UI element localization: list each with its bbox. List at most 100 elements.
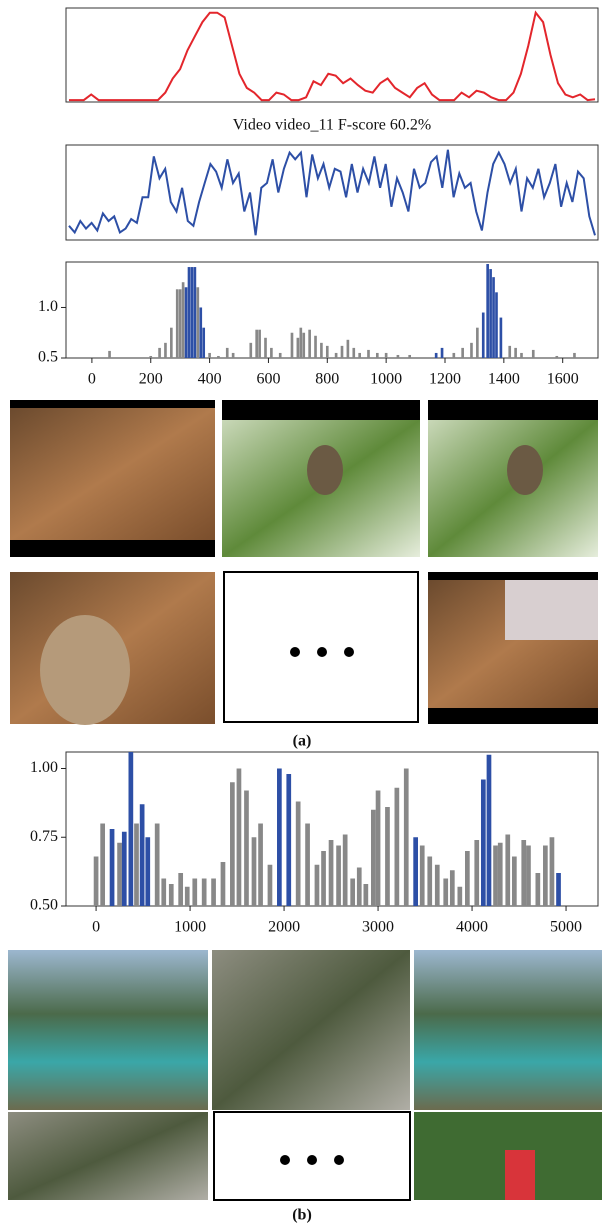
bar	[434, 864, 440, 906]
bar	[493, 845, 498, 906]
panel-a-images	[10, 400, 598, 725]
x-tick-label: 1400	[488, 371, 520, 388]
bar	[526, 845, 531, 906]
x-tick-label: 4000	[456, 919, 488, 936]
bar	[305, 823, 310, 906]
bar	[481, 312, 485, 358]
bar	[184, 886, 190, 906]
bar	[196, 287, 200, 358]
bar	[495, 292, 498, 358]
x-tick-label: 2000	[268, 919, 300, 936]
x-tick-label: 3000	[362, 919, 394, 936]
panel-label: (a)	[293, 733, 312, 750]
bar	[164, 342, 167, 358]
bar	[178, 289, 182, 358]
bar	[187, 267, 191, 358]
bar	[320, 342, 323, 358]
bar	[149, 355, 153, 358]
x-tick-label: 1200	[429, 371, 461, 388]
ellipsis-dot	[280, 1155, 290, 1165]
axes-frame	[65, 261, 599, 359]
x-tick-label: 5000	[550, 919, 582, 936]
bar	[520, 352, 523, 358]
bar	[325, 345, 329, 358]
bar	[427, 856, 433, 906]
bar	[535, 873, 541, 906]
bar	[178, 873, 184, 906]
bar	[334, 352, 338, 358]
ellipsis-dot	[344, 647, 354, 657]
bar	[521, 840, 527, 906]
x-tick-label: 1000	[174, 919, 206, 936]
bar	[434, 352, 438, 358]
bar	[270, 347, 273, 358]
bar	[314, 864, 320, 906]
bar	[296, 337, 300, 358]
bar	[202, 327, 206, 358]
frame-detail	[507, 445, 543, 495]
frame-image	[8, 1112, 208, 1200]
bar	[290, 332, 294, 358]
bar	[190, 267, 194, 358]
bar	[375, 790, 381, 906]
bar	[249, 342, 253, 358]
bar	[350, 878, 356, 906]
bar	[363, 884, 369, 906]
bar	[457, 886, 463, 906]
y-tick-label: 1.00	[30, 759, 58, 776]
x-tick-label: 200	[139, 371, 163, 388]
bar	[356, 867, 362, 906]
ellipsis-dot	[317, 647, 327, 657]
x-tick-label: 1000	[370, 371, 402, 388]
bar	[486, 264, 489, 358]
bar	[394, 787, 400, 906]
bar	[170, 327, 173, 358]
bar	[452, 352, 456, 358]
bar	[208, 352, 211, 358]
y-tick-label: 1.0	[38, 298, 58, 315]
bar	[108, 350, 111, 358]
bar	[109, 829, 115, 906]
bar	[302, 332, 306, 358]
bar	[321, 851, 326, 906]
bar	[543, 845, 548, 906]
bar	[514, 347, 517, 358]
bar	[314, 335, 317, 358]
bar	[470, 342, 473, 358]
bar	[100, 823, 106, 906]
bar	[193, 267, 197, 358]
bar	[555, 355, 559, 358]
bar	[385, 807, 390, 906]
axes-frame	[65, 7, 599, 103]
frame-detail	[307, 445, 343, 495]
bar	[244, 790, 249, 906]
bar	[497, 842, 503, 906]
bar	[480, 779, 486, 906]
frame-image	[212, 950, 410, 1110]
y-tick-label: 0.5	[38, 349, 58, 366]
frame-image	[414, 950, 602, 1110]
x-tick-label: 600	[256, 371, 280, 388]
frame-detail	[505, 1150, 535, 1200]
bar	[145, 837, 151, 906]
bar	[371, 809, 376, 906]
bar	[278, 352, 282, 358]
bar	[328, 840, 334, 906]
bar	[295, 801, 301, 906]
bar	[251, 837, 257, 906]
bar	[492, 277, 495, 358]
line-series	[68, 149, 596, 236]
frame-image	[10, 408, 215, 540]
frame-image	[8, 950, 208, 1110]
bar	[117, 842, 122, 906]
bar	[443, 878, 449, 906]
bar	[158, 347, 161, 358]
panel-b-images	[8, 950, 602, 1201]
bar	[346, 339, 350, 358]
bar	[461, 347, 464, 358]
x-tick-label: 1600	[547, 371, 579, 388]
bar	[231, 352, 235, 358]
bar	[549, 837, 555, 906]
bar	[217, 355, 220, 358]
